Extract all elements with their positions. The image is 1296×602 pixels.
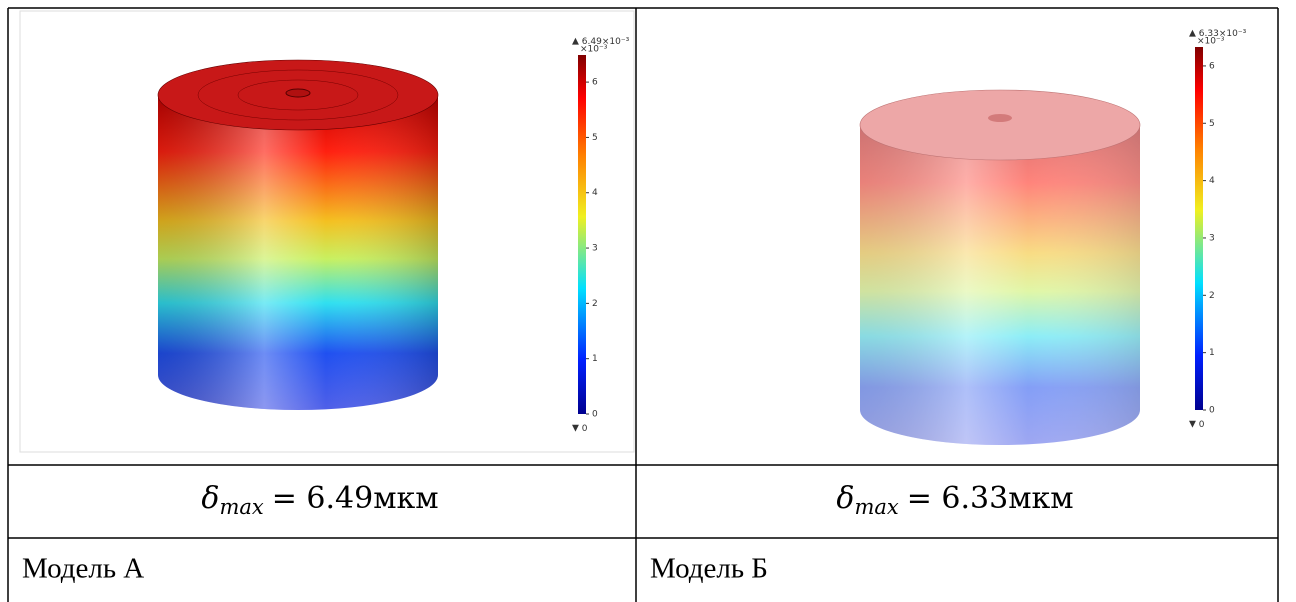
colorbar (1195, 47, 1203, 410)
formula-rest: = 6.33мкм (907, 481, 1074, 516)
cylinder-a (158, 60, 438, 410)
colorbar-tick-label: 6 (1209, 61, 1215, 71)
colorbar-tick-label: 4 (1209, 176, 1215, 186)
colorbar-unit: ×10⁻³ (1197, 37, 1225, 47)
colorbar-tick-label: 6 (592, 78, 598, 88)
caption: Модель Б (650, 553, 768, 585)
colorbar-tick-label: 2 (1209, 291, 1215, 301)
colorbar-tick-label: 1 (592, 354, 598, 364)
formula-rest: = 6.49мкм (272, 481, 439, 516)
colorbar (578, 55, 586, 414)
colorbar-min: ▼ 0 (572, 424, 588, 434)
formula-symbol: δ (836, 481, 854, 516)
formula-symbol: δ (201, 481, 219, 516)
colorbar-unit: ×10⁻³ (580, 45, 608, 55)
colorbar-tick-label: 2 (592, 299, 598, 309)
colorbar-min-label: 0 (582, 424, 588, 434)
colorbar-tick-label: 5 (1209, 119, 1215, 129)
colorbar-tick-label: 3 (592, 244, 598, 254)
formula: δmax = 6.49мкм (201, 481, 438, 519)
colorbar-tick-label: 4 (592, 188, 598, 198)
colorbar-tick-label: 0 (1209, 406, 1215, 416)
colorbar-tick-label: 0 (592, 410, 598, 420)
colorbar-tick-label: 1 (1209, 348, 1215, 358)
colorbar-min: ▼ 0 (1189, 420, 1205, 430)
formula-subscript: max (219, 495, 263, 519)
document: ▲ 6.49×10⁻³×10⁻³0123456▼ 0δmax= 6.49мкмМ… (0, 0, 1296, 602)
formula-subscript: max (854, 495, 898, 519)
caption: Модель А (22, 553, 144, 585)
colorbar-tick-label: 3 (1209, 233, 1215, 243)
cylinder-b (860, 90, 1140, 445)
colorbar-tick-label: 5 (592, 133, 598, 143)
colorbar-min-label: 0 (1199, 420, 1205, 430)
formula: δmax = 6.33мкм (836, 481, 1073, 519)
